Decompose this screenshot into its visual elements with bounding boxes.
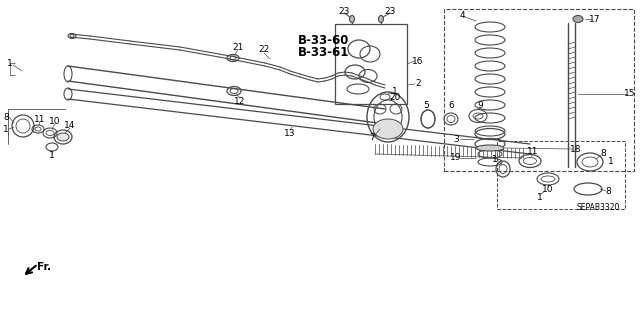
Text: 23: 23 <box>384 6 396 16</box>
Bar <box>444 9 634 171</box>
Ellipse shape <box>573 16 583 23</box>
Text: 10: 10 <box>542 184 554 194</box>
Text: 20: 20 <box>389 93 401 101</box>
Text: 11: 11 <box>35 115 45 123</box>
Text: B-33-60: B-33-60 <box>298 34 349 48</box>
Text: 1: 1 <box>49 152 55 160</box>
Text: 1: 1 <box>7 60 13 69</box>
Text: 21: 21 <box>232 43 244 53</box>
Text: 1: 1 <box>492 154 498 164</box>
Text: 15: 15 <box>624 90 636 99</box>
Text: 6: 6 <box>448 101 454 110</box>
Text: B-33-61: B-33-61 <box>298 46 349 58</box>
Text: 11: 11 <box>527 146 539 155</box>
Bar <box>497 141 625 209</box>
Ellipse shape <box>373 119 403 139</box>
Text: 8: 8 <box>600 150 606 159</box>
Text: 1: 1 <box>537 192 543 202</box>
Text: 1: 1 <box>608 157 614 166</box>
Text: 4: 4 <box>459 11 465 20</box>
Ellipse shape <box>57 133 69 141</box>
Text: 13: 13 <box>284 129 296 137</box>
Text: 5: 5 <box>423 101 429 110</box>
Text: 8: 8 <box>3 113 9 122</box>
Text: 3: 3 <box>453 135 459 144</box>
Ellipse shape <box>378 16 383 23</box>
Text: 19: 19 <box>451 153 461 162</box>
Text: 2: 2 <box>415 79 421 88</box>
Text: 8: 8 <box>605 187 611 196</box>
Ellipse shape <box>476 145 504 151</box>
Text: 1: 1 <box>3 124 9 133</box>
Text: 12: 12 <box>234 97 246 106</box>
Text: 23: 23 <box>339 6 349 16</box>
Text: 18: 18 <box>570 145 582 153</box>
Text: 9: 9 <box>477 100 483 109</box>
Text: 10: 10 <box>49 117 61 127</box>
Text: 22: 22 <box>259 46 269 55</box>
Text: 7: 7 <box>369 132 375 142</box>
Wedge shape <box>419 110 428 128</box>
Text: Fr.: Fr. <box>37 262 51 272</box>
Text: SEPAB3320: SEPAB3320 <box>577 203 620 211</box>
Text: 16: 16 <box>412 56 424 65</box>
Bar <box>335 24 407 104</box>
Ellipse shape <box>349 16 355 23</box>
Text: 1: 1 <box>392 86 398 95</box>
Text: 17: 17 <box>589 14 601 24</box>
Text: 14: 14 <box>64 122 76 130</box>
